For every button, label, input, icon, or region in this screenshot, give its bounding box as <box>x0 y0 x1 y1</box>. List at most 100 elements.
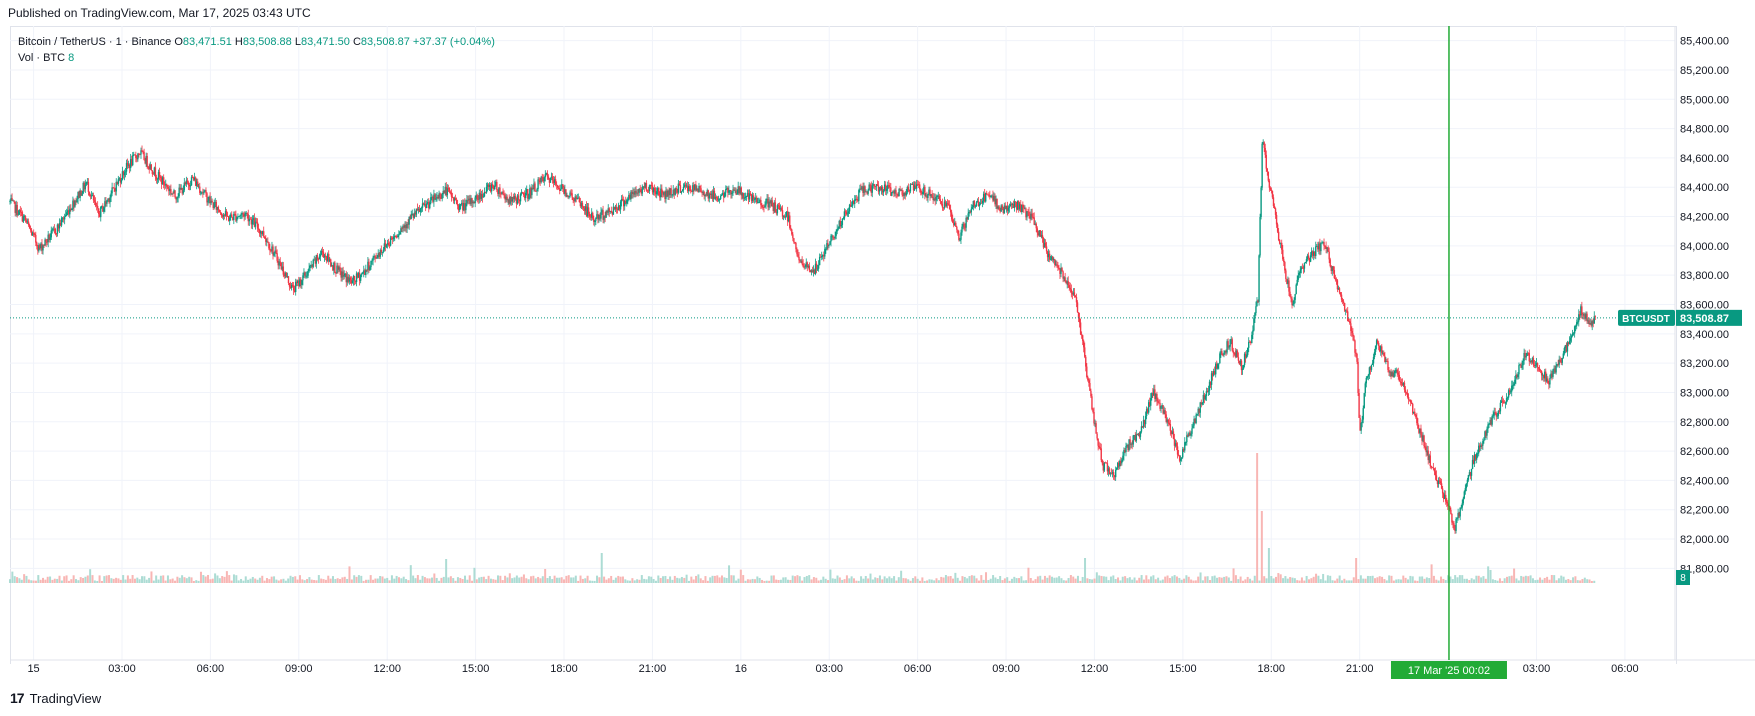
tradingview-logo[interactable]: 17 TradingView <box>10 690 101 706</box>
candle-body <box>609 210 611 212</box>
volume-bar <box>970 575 973 583</box>
candle-body <box>555 184 558 186</box>
volume-bar <box>423 577 426 583</box>
candle-body <box>725 189 727 193</box>
candle-body <box>603 216 605 220</box>
volume-bar <box>666 579 669 583</box>
candle-body <box>1453 523 1455 530</box>
volume-bar <box>720 575 723 583</box>
candle-body <box>484 191 487 193</box>
chart-frame[interactable] <box>10 26 1677 664</box>
candle-body <box>529 188 531 198</box>
candle-body <box>1211 373 1214 376</box>
candle-body <box>1145 409 1148 417</box>
candle-body <box>189 185 192 187</box>
candle-body <box>595 218 597 221</box>
candle-body <box>400 228 402 233</box>
candle-body <box>306 275 308 277</box>
candle-body <box>320 250 323 255</box>
volume-bar <box>1312 576 1315 583</box>
volume-bar <box>626 580 629 583</box>
candle-body <box>1398 374 1401 382</box>
candle-body <box>969 211 971 213</box>
candle-body <box>1321 242 1323 244</box>
candle-body <box>1484 431 1486 441</box>
candle-body <box>115 181 117 192</box>
candle-body <box>372 257 374 261</box>
symbol-title[interactable]: Bitcoin / TetherUS · 1 · Binance <box>18 36 172 48</box>
volume-bar <box>216 575 219 583</box>
candle-body <box>585 206 588 217</box>
candle-body <box>1107 468 1110 472</box>
candle-body <box>835 231 837 236</box>
candle-body <box>1459 507 1461 517</box>
volume-bar <box>117 578 120 583</box>
x-tick-label: 18:00 <box>550 663 578 675</box>
candle-body <box>868 184 870 190</box>
volume-bar <box>53 578 56 583</box>
candle-body <box>758 202 760 203</box>
candle-body <box>160 177 163 185</box>
volume-label[interactable]: Vol · BTC <box>18 52 66 64</box>
volume-bar <box>742 575 745 583</box>
candle-body <box>1275 214 1278 225</box>
candle-body <box>31 232 34 236</box>
candle-body <box>354 280 357 283</box>
volume-bar <box>468 575 471 583</box>
y-tick-label: 84,200.00 <box>1680 212 1729 224</box>
candle-body <box>921 192 923 194</box>
volume-bar <box>150 571 153 583</box>
volume-bar <box>638 579 641 583</box>
volume-bar <box>643 578 646 583</box>
candle-body <box>311 265 313 267</box>
candle-body <box>322 252 325 258</box>
volume-bar <box>1036 576 1039 583</box>
candle-body <box>832 235 834 238</box>
x-tick-label: 15:00 <box>462 663 490 675</box>
candle-body <box>494 185 496 190</box>
candle-body <box>1443 494 1446 499</box>
volume-bar <box>772 575 775 583</box>
candle-body <box>742 193 745 199</box>
candle-body <box>597 214 599 220</box>
candle-body <box>861 186 863 190</box>
candle-body <box>487 184 490 187</box>
candle-body <box>1190 433 1192 436</box>
candle-body <box>533 183 535 190</box>
candle-body <box>1002 208 1004 213</box>
candle-body <box>276 253 278 261</box>
candle-body <box>1224 350 1226 353</box>
candle-body <box>1373 351 1376 357</box>
volume-bar <box>1399 579 1402 583</box>
volume-bar <box>449 576 452 583</box>
candle-body <box>1139 431 1142 437</box>
volume-bar <box>169 579 172 583</box>
candle-body <box>1520 364 1522 368</box>
candle-body <box>1533 365 1536 366</box>
candle-body <box>1248 341 1250 348</box>
candle-body <box>312 259 314 267</box>
candle-body <box>67 210 69 213</box>
candle-body <box>1039 230 1042 237</box>
candle-body <box>1558 359 1560 365</box>
volume-bar <box>704 576 707 583</box>
volume-bar <box>362 580 365 583</box>
volume-bar <box>1006 577 1009 583</box>
candle-body <box>1441 488 1444 494</box>
candle-body <box>93 200 96 202</box>
candle-body <box>514 196 517 199</box>
volume-bar <box>291 576 294 583</box>
candle-body <box>238 216 240 218</box>
volume-bar <box>313 579 316 583</box>
candle-body <box>1370 364 1373 370</box>
volume-bar <box>273 576 276 583</box>
candle-body <box>744 197 747 198</box>
candle-body <box>125 162 128 172</box>
volume-bar <box>1449 576 1452 583</box>
candle-body <box>1004 205 1007 210</box>
x-tick-label: 06:00 <box>197 663 225 675</box>
candle-body <box>1472 459 1475 464</box>
volume-bar <box>1043 575 1046 583</box>
candle-body <box>1172 431 1175 439</box>
